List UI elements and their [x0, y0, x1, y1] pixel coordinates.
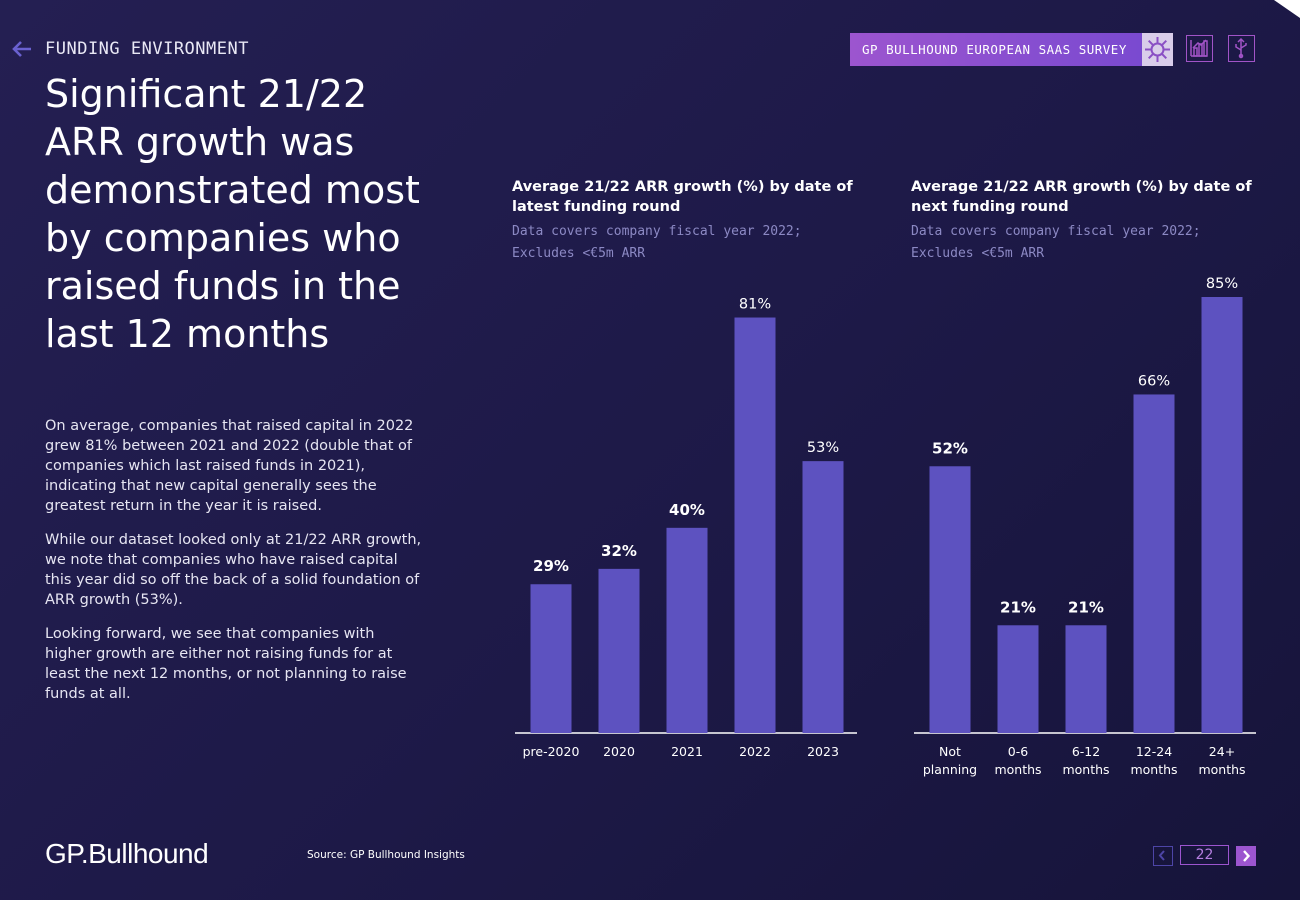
bar [598, 568, 640, 733]
tick-label: months [1198, 762, 1245, 777]
data-label: 66% [1138, 373, 1170, 389]
page-corner [1274, 0, 1300, 18]
data-label: 32% [601, 542, 637, 560]
section-title: FUNDING ENVIRONMENT [45, 39, 249, 59]
tick-label: months [1062, 762, 1109, 777]
page-headline: Significant 21/22 ARR growth was demonst… [45, 72, 420, 356]
bar [802, 461, 844, 733]
virus-icon[interactable] [1142, 33, 1173, 66]
source-note: Source: GP Bullhound Insights [307, 849, 465, 861]
tick-label: pre-2020 [523, 744, 580, 759]
tick-label: Not [939, 744, 961, 759]
tick-label: months [994, 762, 1041, 777]
data-label: 81% [739, 297, 771, 313]
tick-label: 24+ [1209, 744, 1235, 759]
chart-2-title: Average 21/22 ARR growth (%) by date of … [911, 179, 1252, 215]
tick-label: 12-24 [1136, 744, 1172, 759]
bar-chart-icon[interactable] [1186, 35, 1213, 62]
tick-label: planning [923, 762, 977, 777]
tick-label: 2023 [807, 744, 839, 759]
prev-page-button[interactable] [1153, 846, 1173, 866]
paragraph: While our dataset looked only at 21/22 A… [45, 532, 422, 608]
data-label: 53% [807, 440, 839, 456]
tick-label: months [1130, 762, 1177, 777]
back-arrow-icon[interactable] [12, 40, 32, 58]
tick-label: 2021 [671, 744, 703, 759]
page-number[interactable]: 22 [1180, 845, 1229, 865]
chart-2-subtitle: Data covers company fiscal year 2022; Ex… [911, 224, 1201, 261]
bar [666, 527, 708, 733]
tick-label: 0-6 [1008, 744, 1028, 759]
data-label: 29% [533, 557, 569, 575]
bar [1065, 625, 1107, 733]
usb-icon[interactable] [1228, 35, 1255, 62]
survey-button[interactable]: GP BULLHOUND EUROPEAN SAAS SURVEY [850, 33, 1142, 66]
data-label: 21% [1000, 598, 1036, 616]
chart-1-title: Average 21/22 ARR growth (%) by date of … [512, 179, 853, 215]
tick-label: 6-12 [1072, 744, 1100, 759]
bar [1133, 394, 1175, 733]
bar [997, 625, 1039, 733]
bar [929, 466, 971, 733]
data-label: 40% [669, 501, 705, 519]
bar [530, 584, 572, 733]
body-text: On average, companies that raised capita… [45, 416, 425, 718]
data-label: 21% [1068, 598, 1104, 616]
bar [734, 317, 776, 733]
tick-label: 2022 [739, 744, 771, 759]
data-label: 52% [932, 439, 968, 457]
chart-1-subtitle: Data covers company fiscal year 2022; Ex… [512, 224, 802, 261]
data-label: 85% [1206, 276, 1238, 292]
paragraph: On average, companies that raised capita… [45, 418, 414, 514]
next-page-button[interactable] [1236, 846, 1256, 866]
bar [1201, 297, 1243, 733]
logo: GP.Bullhound [45, 838, 209, 869]
tick-label: 2020 [603, 744, 635, 759]
paragraph: Looking forward, we see that companies w… [45, 626, 407, 702]
